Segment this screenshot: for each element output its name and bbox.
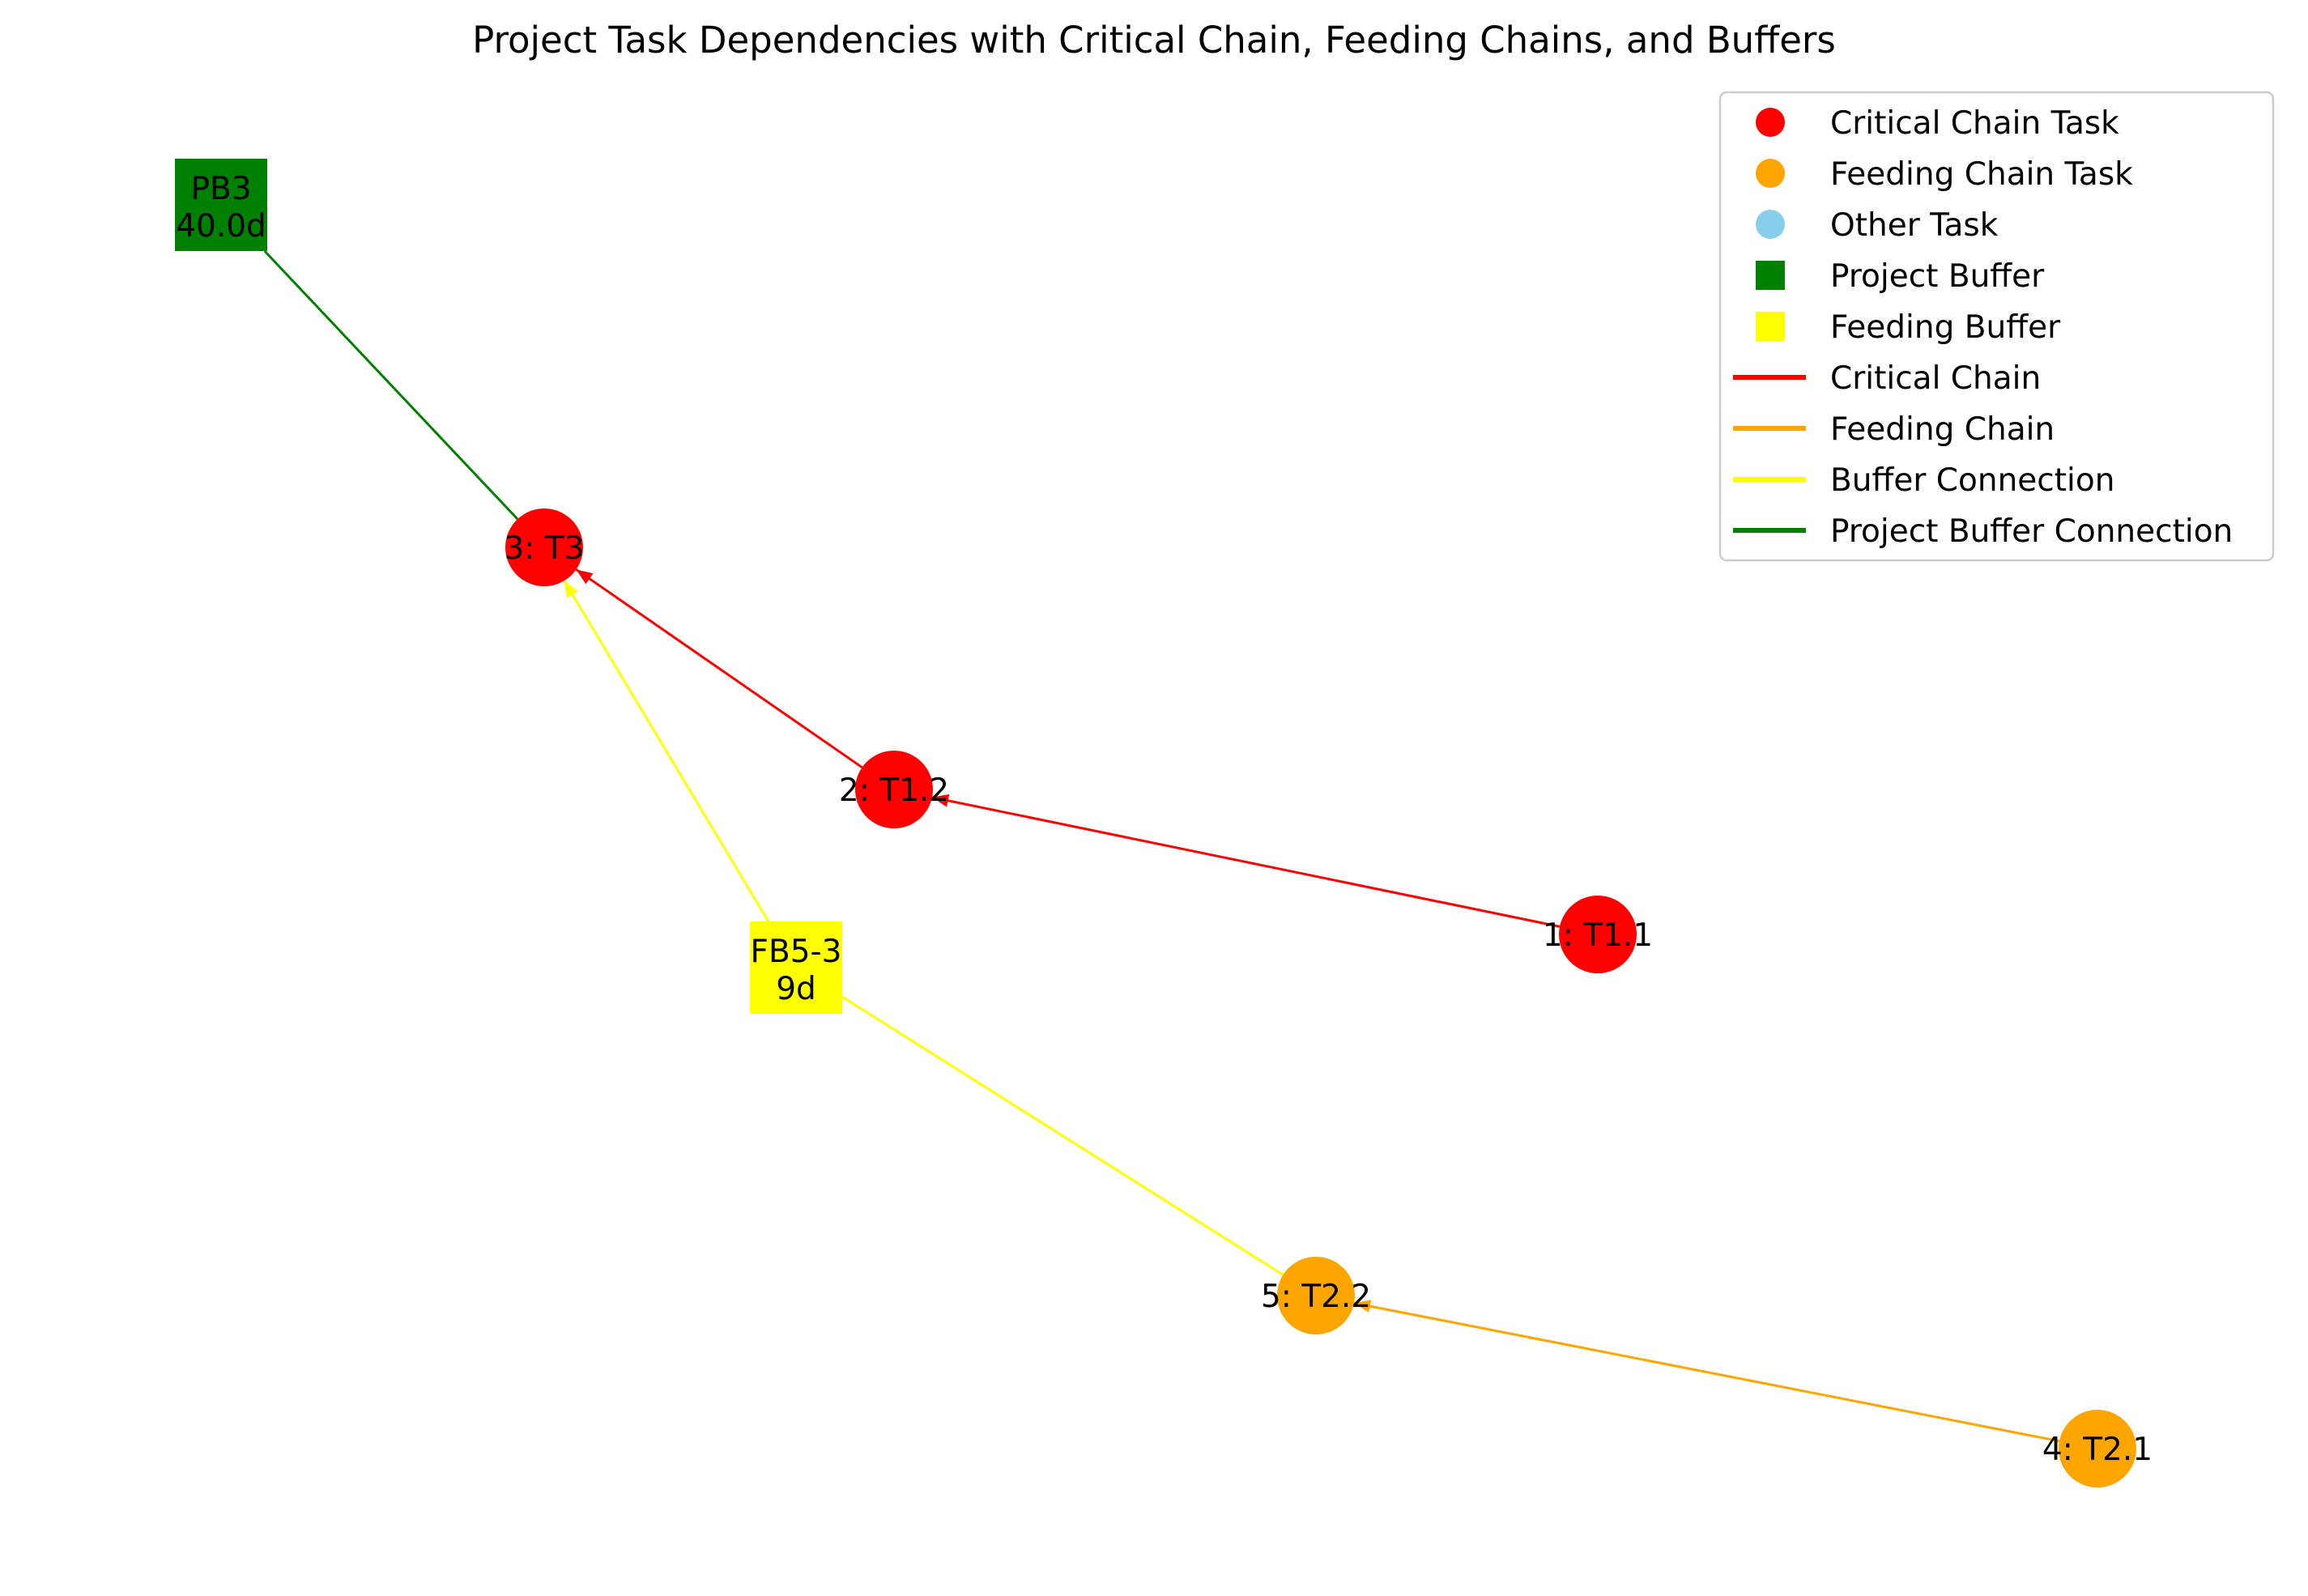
feeding-task-circle <box>1277 1257 1355 1334</box>
task-label: 2: T1.2 <box>839 772 949 809</box>
task-label: 1: T1.1 <box>1543 917 1653 954</box>
feeding-buffer-square <box>750 921 842 1014</box>
legend-circle-marker <box>1756 210 1785 239</box>
diagram-title: Project Task Dependencies with Critical … <box>472 19 1836 62</box>
legend-circle-marker <box>1756 159 1785 188</box>
edge-arrowhead-2-to-3 <box>576 569 594 585</box>
edges-layer <box>263 249 2060 1443</box>
task-label: 5: T2.2 <box>1261 1279 1371 1315</box>
task-label: 3: T3 <box>505 530 585 567</box>
edge-2-to-3 <box>575 568 863 768</box>
legend-label: Project Buffer <box>1830 258 2045 295</box>
legend-label: Feeding Chain Task <box>1830 156 2133 193</box>
critical-task-circle <box>505 509 583 586</box>
legend-item: Feeding Chain Task <box>1756 156 2133 193</box>
node-1[interactable]: 1: T1.1 <box>1543 896 1653 973</box>
legend-label: Other Task <box>1830 207 1999 244</box>
edge-3-to-PB3 <box>263 249 519 521</box>
legend-label: Critical Chain <box>1830 360 2041 397</box>
node-2[interactable]: 2: T1.2 <box>839 751 949 828</box>
legend-item: Critical Chain <box>1733 360 2041 397</box>
critical-task-circle <box>855 751 933 828</box>
legend-label: Buffer Connection <box>1830 462 2114 499</box>
legend-label: Feeding Buffer <box>1830 309 2061 346</box>
buffer-label-line: FB5-3 <box>751 934 842 970</box>
legend-circle-marker <box>1756 108 1785 137</box>
legend-square-marker <box>1756 261 1785 290</box>
node-4[interactable]: 4: T2.1 <box>2042 1410 2153 1487</box>
legend-item: Feeding Chain <box>1733 411 2055 448</box>
edge-arrowhead-FB5-3-to-3 <box>564 581 578 598</box>
node-3[interactable]: 3: T3 <box>505 509 585 586</box>
edge-arrowhead-1-to-2 <box>932 794 950 807</box>
buffer-label-line: PB3 <box>190 171 251 207</box>
project-buffer-square <box>175 159 267 251</box>
legend-label: Critical Chain Task <box>1830 105 2119 142</box>
legend-label: Project Buffer Connection <box>1830 513 2233 550</box>
feeding-task-circle <box>2059 1410 2136 1487</box>
legend: Critical Chain Task Feeding Chain Task Oth… <box>1718 91 2275 562</box>
buffer-label-line: 40.0d <box>176 208 266 245</box>
legend-item: Project Buffer Connection <box>1733 513 2233 550</box>
edge-5-to-FB5-3 <box>841 995 1284 1276</box>
node-FB5-3[interactable]: FB5-39d <box>750 921 842 1014</box>
node-5[interactable]: 5: T2.2 <box>1261 1257 1371 1334</box>
legend-frame <box>1718 91 2275 562</box>
edge-4-to-5 <box>1353 1301 2060 1443</box>
critical-task-circle <box>1559 896 1637 973</box>
legend-label: Feeding Chain <box>1830 411 2055 448</box>
buffer-label-line: 9d <box>776 971 816 1007</box>
legend-item: Other Task <box>1756 207 1999 244</box>
legend-square-marker <box>1756 312 1785 341</box>
legend-item: Critical Chain Task <box>1756 105 2119 142</box>
edge-1-to-2 <box>931 796 1561 928</box>
task-label: 4: T2.1 <box>2042 1432 2153 1468</box>
legend-item: Buffer Connection <box>1733 462 2114 499</box>
edge-FB5-3-to-3 <box>563 580 770 922</box>
legend-item: Feeding Buffer <box>1756 309 2061 346</box>
legend-item: Project Buffer <box>1756 258 2045 295</box>
edge-arrowhead-4-to-5 <box>1354 1300 1372 1313</box>
nodes-layer: 3: T3 2: T1.2 1: T1.1 5: T2.2 4: T2.1 PB340.0… <box>175 159 2153 1487</box>
